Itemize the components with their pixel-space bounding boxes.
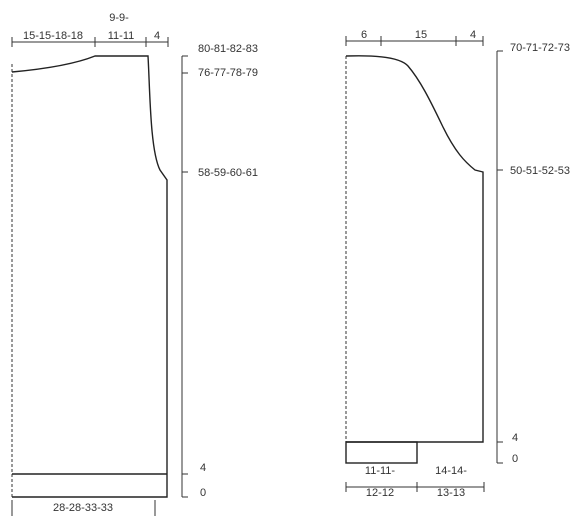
- right-top-width-1: 6: [361, 29, 367, 41]
- left-top-width-2-line1: 9-9-: [109, 12, 129, 24]
- left-bottom-width: 28-28-33-33: [53, 502, 113, 514]
- left-height-base: 0: [200, 487, 206, 499]
- left-height-rib: 4: [200, 462, 206, 474]
- left-piece-outline: [11, 55, 168, 498]
- right-piece-outline: [345, 55, 484, 443]
- right-bottom-width-1-line2: 12-12: [366, 487, 394, 499]
- right-top-width-3: 4: [470, 29, 476, 41]
- left-bottom-dimension-bar: [11, 500, 156, 516]
- left-height-neck: 76-77-78-79: [198, 67, 258, 79]
- right-rib-box: [345, 441, 418, 464]
- left-top-dimension-bar: [11, 37, 169, 47]
- left-height-scale: [181, 55, 188, 498]
- right-height-total: 70-71-72-73: [510, 42, 570, 54]
- left-height-total: 80-81-82-83: [198, 43, 258, 55]
- right-top-dimension-bar: [345, 36, 484, 46]
- right-top-width-2: 15: [415, 29, 427, 41]
- right-height-scale: [496, 50, 503, 464]
- right-bottom-dimension-bar: [345, 482, 485, 492]
- right-bottom-width-2-line1: 14-14-: [435, 465, 467, 477]
- right-height-rib: 4: [512, 432, 518, 444]
- right-height-base: 0: [512, 453, 518, 465]
- right-bottom-width-2-line2: 13-13: [437, 487, 465, 499]
- left-top-width-2-line2: 11-11: [108, 30, 135, 42]
- right-piece: 6 15 4 11-11- 12-12 14-14- 13-13 70-71-7…: [345, 29, 570, 499]
- left-piece: 15-15-18-18 9-9- 11-11 4 28-28-33-33 80-…: [11, 12, 258, 516]
- left-height-armhole: 58-59-60-61: [198, 167, 258, 179]
- left-top-width-1: 15-15-18-18: [23, 30, 83, 42]
- left-top-width-3: 4: [154, 30, 160, 42]
- right-height-armhole: 50-51-52-53: [510, 165, 570, 177]
- right-bottom-width-1-line1: 11-11-: [365, 465, 396, 477]
